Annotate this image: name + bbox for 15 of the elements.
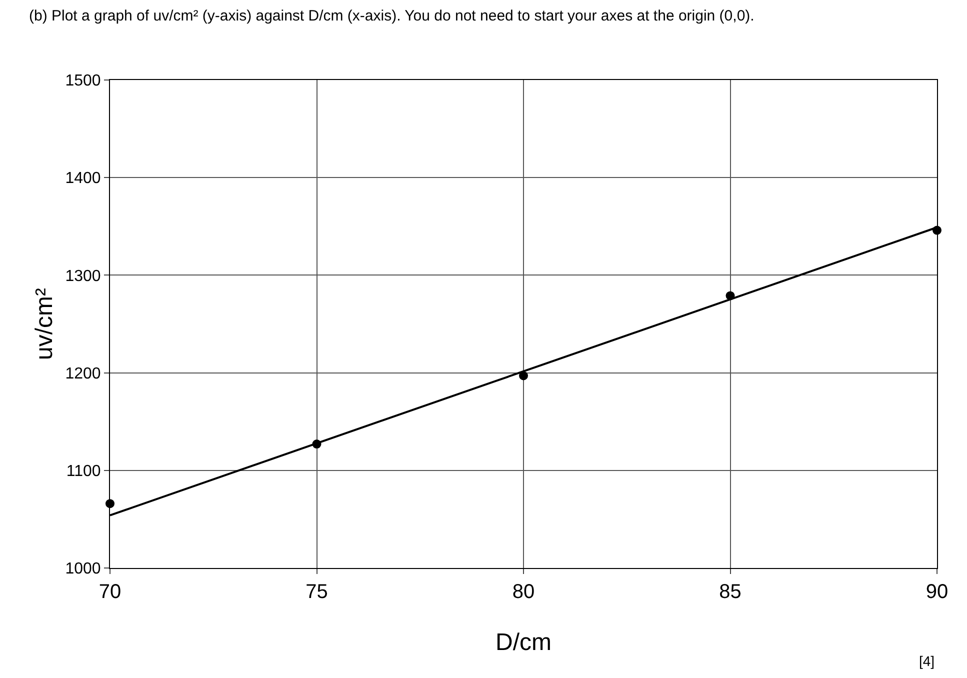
- y-tick-label: 1100: [66, 463, 101, 480]
- x-tick-label: 90: [926, 581, 948, 603]
- x-tick-label: 70: [98, 581, 122, 603]
- chart-title: (b) Plot a graph of uv/cm² (y-axis) against D/cm (x-axis). You do not need to start your axes at the origin (0,0).: [29, 8, 754, 25]
- y-tick-label: 1300: [65, 268, 101, 285]
- x-tick-label: 80: [512, 581, 535, 603]
- x-axis-title: D/cm: [496, 629, 552, 656]
- y-tick-label: 1400: [65, 170, 101, 188]
- x-tick-label: 85: [719, 581, 742, 603]
- y-tick-label: 1000: [65, 560, 101, 578]
- text: [4]: [919, 653, 935, 669]
- x-tick-label: 75: [306, 581, 328, 603]
- y-tick-label: 1200: [65, 365, 101, 382]
- y-axis-title: uv/cm²: [31, 288, 58, 360]
- y-tick-label: 1500: [65, 72, 101, 90]
